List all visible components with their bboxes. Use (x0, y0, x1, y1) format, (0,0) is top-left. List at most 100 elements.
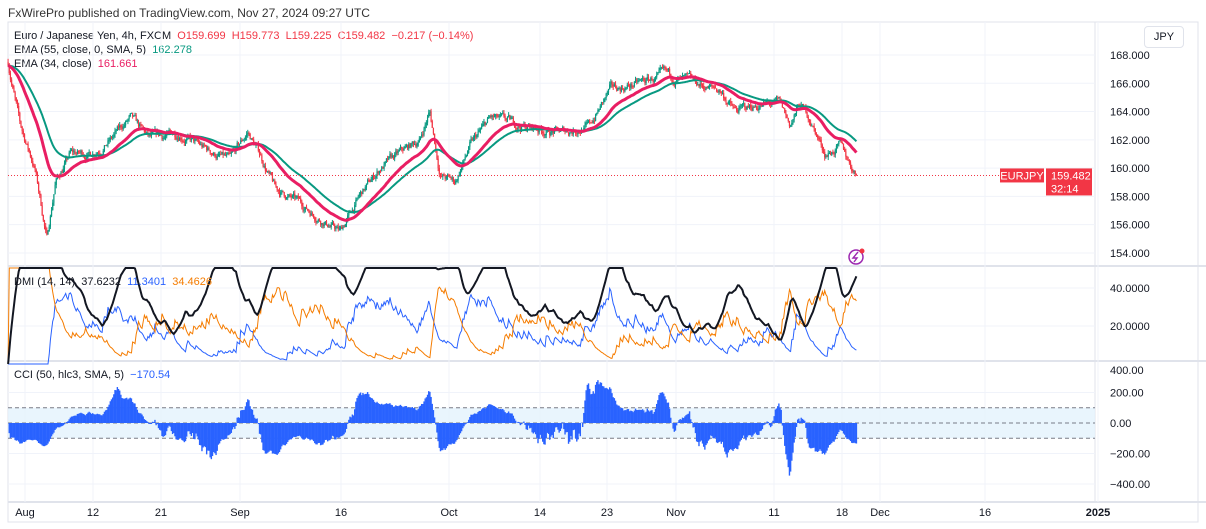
cci-bar (39, 423, 41, 444)
candle-body (50, 210, 53, 217)
cci-bar (466, 422, 469, 423)
cci-bar (822, 423, 825, 454)
cci-bar (120, 394, 122, 423)
candle-body (115, 130, 117, 132)
cci-bar (795, 423, 798, 427)
candle-body (766, 101, 768, 102)
candle-body (307, 208, 309, 211)
cci-bar (404, 406, 406, 423)
cci-bar (140, 413, 142, 423)
cci-bar (774, 409, 777, 423)
candle-body (32, 161, 34, 166)
currency-button[interactable]: JPY (1144, 26, 1184, 48)
cci-bar (41, 423, 43, 446)
candle-body (278, 190, 281, 196)
cci-bar (252, 414, 255, 423)
candle-body (636, 79, 638, 82)
cci-bar (15, 423, 18, 441)
cci-bar (344, 423, 347, 433)
candle-body (701, 84, 704, 86)
cci-bar (167, 423, 169, 428)
cci-bar (390, 404, 392, 423)
candle-body (120, 125, 122, 128)
candle-body (589, 120, 591, 123)
cci-bar (694, 423, 697, 434)
cci-bar (10, 423, 13, 438)
cci-bar (579, 423, 582, 437)
cci-bar (248, 400, 250, 423)
cci-legend[interactable]: CCI (50, hlc3, SMA, 5) −170.54 (14, 369, 170, 381)
cci-bar (34, 423, 36, 440)
price-tick-label: 166.000 (1110, 78, 1150, 90)
candle-body (36, 173, 39, 183)
candle-body (13, 87, 15, 93)
candle-body (70, 149, 73, 151)
cci-bar (569, 423, 571, 442)
cci-bar (207, 423, 209, 451)
cci-bar (146, 421, 148, 423)
cci-bar (395, 405, 397, 423)
candle-body (815, 133, 818, 135)
cci-bar (80, 412, 82, 423)
cci-bar (136, 409, 139, 423)
candle-body (114, 130, 116, 135)
cci-bar (318, 423, 321, 443)
cci-bar (182, 423, 184, 441)
candle-body (606, 92, 608, 94)
cci-bar (543, 423, 545, 445)
cci-bar (75, 415, 77, 423)
cci-bar (408, 407, 410, 423)
candle-body (669, 68, 671, 74)
candle-body (471, 138, 473, 141)
cci-bar (513, 418, 516, 423)
candle-body (342, 226, 344, 230)
cci-bar (331, 423, 334, 436)
cci-bar (430, 396, 432, 423)
cci-bar (645, 411, 647, 423)
cci-bar (329, 423, 331, 441)
cci-bar (603, 386, 605, 423)
notification-dot (859, 248, 865, 254)
candle-body (195, 139, 197, 141)
candle-body (83, 156, 86, 158)
cci-bar (272, 423, 275, 454)
candle-body (295, 197, 297, 199)
candle-body (724, 98, 726, 100)
candle-body (390, 154, 392, 158)
candle-body (377, 171, 379, 174)
cci-bar (440, 423, 443, 451)
cci-bar (365, 393, 368, 423)
candle-body (365, 183, 368, 188)
candle-body (687, 73, 690, 75)
candle-body (301, 201, 303, 207)
cci-bar (61, 423, 63, 427)
cci-bar (339, 423, 342, 437)
candle-body (704, 89, 706, 90)
dmi-legend[interactable]: DMI (14, 14) 37.6232 11.3401 34.4626 (14, 276, 212, 288)
cci-bar (196, 423, 198, 437)
candle-body (607, 89, 610, 93)
cci-bar (715, 423, 718, 443)
chart-frame (7, 21, 1199, 523)
cci-bar (452, 423, 455, 444)
cci-bar (249, 406, 251, 423)
cci-bar (539, 423, 542, 435)
candle-body (839, 139, 841, 142)
candle-body (222, 151, 224, 155)
candle-body (714, 87, 717, 89)
cci-bar (134, 403, 136, 423)
cci-bar (520, 423, 523, 425)
candle-body (271, 174, 274, 181)
candle-body (7, 62, 9, 66)
candle-body (479, 128, 482, 131)
candle-body (310, 213, 312, 216)
cci-bar (749, 423, 752, 436)
cci-bar (398, 405, 401, 423)
ema55-legend[interactable]: EMA (55, close, 0, SMA, 5) 162.278 (14, 44, 192, 56)
candle-body (363, 189, 365, 191)
candle-body (847, 160, 849, 161)
ema34-legend[interactable]: EMA (34, close) 161.661 (14, 58, 138, 70)
candle-body (14, 92, 16, 98)
cci-bar (598, 384, 600, 423)
